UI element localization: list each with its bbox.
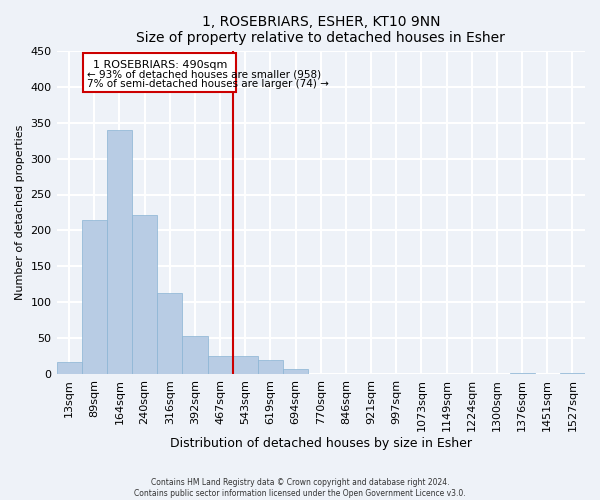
Text: Contains HM Land Registry data © Crown copyright and database right 2024.
Contai: Contains HM Land Registry data © Crown c… bbox=[134, 478, 466, 498]
Bar bbox=[233, 356, 258, 374]
Bar bbox=[509, 373, 535, 374]
Bar bbox=[82, 220, 107, 374]
Bar bbox=[56, 362, 82, 374]
Text: ← 93% of detached houses are smaller (958): ← 93% of detached houses are smaller (95… bbox=[87, 70, 321, 80]
Bar bbox=[560, 373, 585, 374]
Text: 7% of semi-detached houses are larger (74) →: 7% of semi-detached houses are larger (7… bbox=[87, 80, 329, 90]
Bar bbox=[208, 356, 233, 374]
Text: 1 ROSEBRIARS: 490sqm: 1 ROSEBRIARS: 490sqm bbox=[92, 60, 227, 70]
Bar bbox=[283, 370, 308, 374]
Bar bbox=[132, 214, 157, 374]
Bar bbox=[258, 360, 283, 374]
Bar bbox=[107, 130, 132, 374]
Title: 1, ROSEBRIARS, ESHER, KT10 9NN
Size of property relative to detached houses in E: 1, ROSEBRIARS, ESHER, KT10 9NN Size of p… bbox=[136, 15, 505, 45]
Bar bbox=[182, 336, 208, 374]
Bar bbox=[157, 293, 182, 374]
FancyBboxPatch shape bbox=[83, 52, 236, 92]
X-axis label: Distribution of detached houses by size in Esher: Distribution of detached houses by size … bbox=[170, 437, 472, 450]
Y-axis label: Number of detached properties: Number of detached properties bbox=[15, 125, 25, 300]
